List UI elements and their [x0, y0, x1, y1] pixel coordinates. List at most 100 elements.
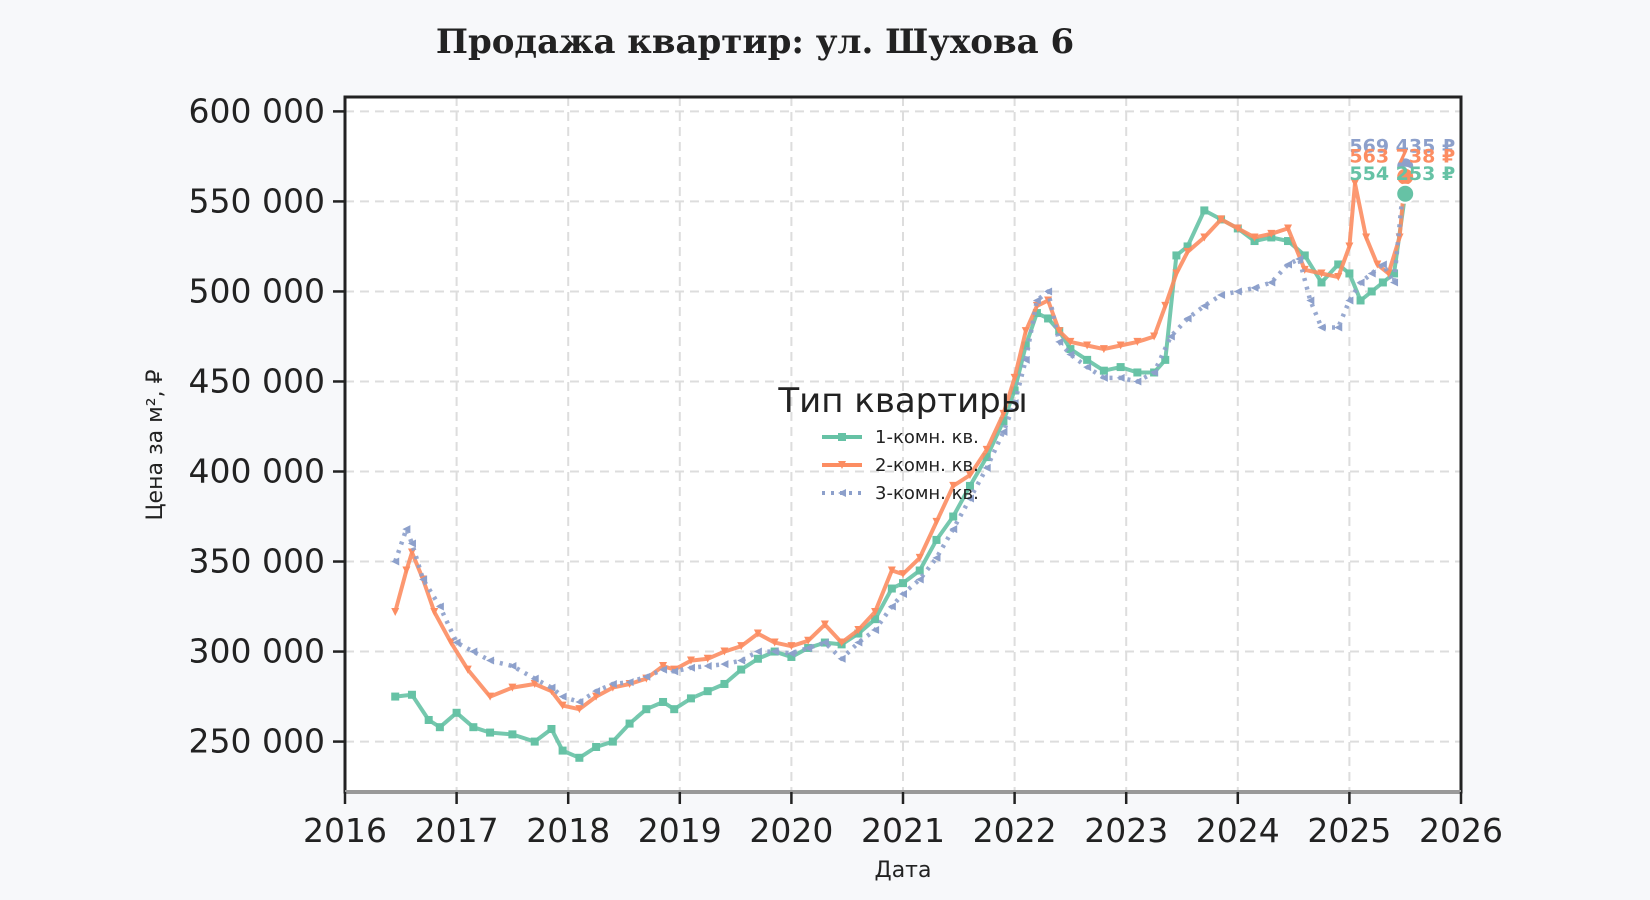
data-point-2k — [486, 692, 495, 701]
data-point-3k — [1295, 255, 1304, 264]
data-point-2k — [837, 638, 846, 647]
legend-marker — [838, 461, 846, 469]
data-point-2k — [1233, 224, 1242, 233]
data-point-3k — [999, 427, 1008, 436]
data-point-2k — [720, 647, 729, 656]
data-point-1k — [625, 719, 634, 728]
data-point-2k — [391, 607, 400, 616]
data-point-1k — [949, 512, 958, 521]
data-point-3k — [1099, 373, 1108, 382]
data-point-3k — [575, 697, 584, 706]
legend-item-2k: 2-комн. кв. — [822, 455, 979, 476]
data-point-1k — [1083, 355, 1092, 364]
data-point-1k — [1367, 287, 1376, 296]
data-point-2k — [1183, 247, 1192, 256]
data-point-1k — [871, 615, 880, 624]
x-ticks: 2016 2017 2018 2019 2020 2021 2022 2023 2024 2025… — [303, 792, 1503, 850]
data-point-3k — [982, 463, 991, 472]
data-point-1k — [1345, 269, 1354, 278]
data-point-3k — [1021, 355, 1030, 364]
data-point-1k — [642, 705, 651, 714]
data-point-2k — [1099, 345, 1108, 354]
data-point-3k — [625, 678, 634, 687]
data-point-2k — [530, 679, 539, 688]
data-point-3k — [1032, 296, 1041, 305]
data-point-3k — [703, 661, 712, 670]
data-point-3k — [804, 643, 813, 652]
data-point-3k — [486, 656, 495, 665]
data-point-2k — [575, 705, 584, 714]
data-point-3k — [508, 661, 517, 670]
data-point-1k — [1356, 296, 1365, 305]
data-point-2k — [1362, 233, 1371, 242]
data-point-3k — [1356, 278, 1365, 287]
series-3k — [391, 162, 1410, 706]
data-point-3k — [1390, 278, 1399, 287]
data-point-1k — [1010, 386, 1019, 395]
data-point-2k — [1350, 179, 1359, 188]
x-tick-label: 2021 — [861, 811, 945, 850]
y-tick-label: 450 000 — [189, 361, 325, 400]
data-point-2k — [932, 517, 941, 526]
x-tick-label: 2024 — [1196, 811, 1280, 850]
data-point-2k — [1373, 260, 1382, 269]
data-point-3k — [402, 525, 411, 534]
data-point-3k — [787, 649, 796, 658]
data-point-3k — [1200, 301, 1209, 310]
data-point-1k — [1172, 251, 1181, 260]
data-point-3k — [391, 557, 400, 566]
data-point-1k — [592, 742, 601, 751]
data-point-2k — [592, 692, 601, 701]
data-point-1k — [424, 715, 433, 724]
data-point-2k — [1267, 229, 1276, 238]
data-point-1k — [1183, 242, 1192, 251]
data-point-2k — [1021, 327, 1030, 336]
data-point-3k — [932, 553, 941, 562]
x-axis-label: Дата — [875, 858, 932, 883]
data-point-2k — [899, 570, 907, 579]
data-point-2k — [1217, 215, 1226, 224]
data-point-1k — [486, 728, 495, 737]
data-point-3k — [608, 679, 617, 688]
data-point-1k — [932, 535, 941, 544]
data-point-1k — [1317, 278, 1326, 287]
data-point-2k — [1161, 301, 1170, 310]
x-tick-label: 2026 — [1419, 811, 1503, 850]
legend-label: 1-комн. кв. — [875, 427, 979, 448]
data-point-3k — [1267, 278, 1276, 287]
data-point-1k — [558, 746, 567, 755]
data-point-3k — [965, 494, 974, 503]
data-point-1k — [1066, 345, 1075, 354]
data-point-2k — [1284, 224, 1293, 233]
data-point-1k — [670, 705, 679, 714]
data-point-2k — [949, 481, 958, 490]
data-point-2k — [1250, 233, 1259, 242]
data-point-3k — [915, 575, 924, 584]
data-point-2k — [753, 629, 762, 638]
data-point-2k — [871, 607, 880, 616]
data-point-2k — [430, 607, 439, 616]
end-value-label: 569 435 ₽ — [1349, 135, 1455, 157]
data-point-2k — [508, 683, 517, 692]
data-point-3k — [670, 667, 679, 676]
data-point-1k — [469, 723, 478, 732]
data-point-3k — [770, 647, 779, 656]
x-tick-label: 2025 — [1307, 811, 1391, 850]
data-point-1k — [1200, 206, 1209, 215]
data-point-3k — [1378, 260, 1387, 269]
data-point-3k — [419, 575, 428, 584]
data-point-3k — [530, 674, 539, 683]
data-point-3k — [854, 638, 863, 647]
series-2k — [391, 170, 1410, 714]
data-point-1k — [982, 453, 991, 462]
data-point-3k — [1217, 291, 1226, 300]
data-point-3k — [820, 638, 829, 647]
data-point-2k — [1172, 269, 1181, 278]
data-point-1k — [965, 481, 974, 490]
y-tick-label: 550 000 — [189, 181, 325, 220]
data-point-1k — [547, 724, 556, 733]
data-point-2k — [407, 548, 416, 557]
legend-label: 3-комн. кв. — [875, 483, 979, 504]
x-tick-label: 2019 — [638, 811, 722, 850]
data-point-2k — [558, 701, 567, 710]
